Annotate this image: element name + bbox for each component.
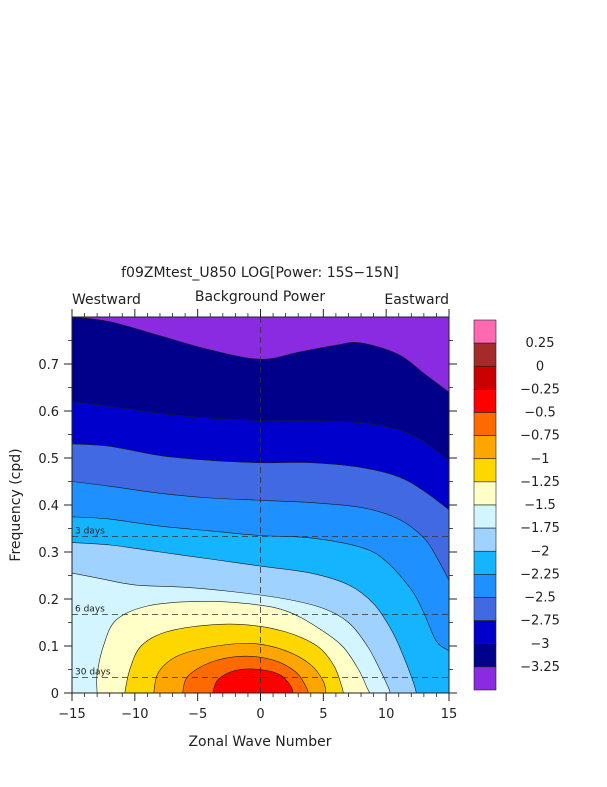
colorbar-label: 0.25	[526, 336, 555, 351]
colorbar-label: −2.75	[520, 614, 560, 629]
colorbar-label: −1	[530, 452, 549, 467]
colorbar-swatch	[473, 319, 497, 344]
contour-line	[182, 655, 309, 693]
x-tick-label: −10	[121, 707, 148, 722]
colorbar-label: −0.25	[520, 382, 560, 397]
contour-line	[72, 481, 449, 581]
contour-line	[124, 623, 344, 693]
y-tick-label: 0.4	[38, 499, 59, 514]
period-label: 3 days	[75, 526, 105, 536]
period-label: 30 days	[75, 667, 111, 677]
x-tick-label: 0	[256, 707, 264, 722]
contour-line	[72, 443, 449, 510]
colorbar-swatch	[473, 458, 497, 483]
chart-subtitle: Background Power	[195, 289, 326, 305]
reference-lines: 3 days 6 days 30 days	[72, 317, 449, 693]
colorbar-label: −2	[530, 544, 549, 559]
y-tick-label: 0.1	[38, 640, 59, 655]
y-tick-label: 0.7	[38, 358, 59, 373]
contour-fills	[72, 317, 449, 693]
contour-lines	[72, 317, 449, 693]
colorbar-label: −0.75	[520, 429, 560, 444]
x-tick-label: −15	[58, 707, 85, 722]
colorbar-label: −1.25	[520, 475, 560, 490]
y-tick-label: 0.6	[38, 405, 59, 420]
y-tick-label: 0.5	[38, 452, 59, 467]
colorbar-label: −1.5	[524, 498, 556, 513]
contour-line	[153, 643, 327, 693]
colorbar-swatch	[473, 365, 497, 390]
colorbar-swatch	[473, 597, 497, 621]
colorbar-swatch	[473, 527, 497, 552]
contour-line	[72, 542, 417, 693]
colorbar-label: −3.25	[520, 660, 560, 675]
colorbar-label: −2.25	[520, 567, 560, 582]
y-axis: 0 0.1 0.2 0.3 0.4 0.5 0.6 0.7	[38, 340, 457, 702]
colorbar-label: −0.5	[524, 406, 556, 421]
colorbar-swatch	[473, 643, 497, 668]
colorbar-swatch	[473, 574, 497, 598]
contour-line	[72, 516, 449, 651]
contour-line	[72, 401, 449, 461]
colorbar-swatch	[473, 412, 497, 436]
y-tick-label: 0.2	[38, 593, 59, 608]
colorbar-label: −2.5	[524, 591, 556, 606]
colorbar-swatch	[473, 666, 497, 691]
period-label: 6 days	[75, 605, 105, 615]
contour-line	[72, 572, 391, 693]
x-axis-label: Zonal Wave Number	[188, 734, 331, 750]
y-axis-label: Frequency (cpd)	[8, 448, 24, 561]
x-tick-label: 15	[441, 707, 458, 722]
colorbar-swatch	[473, 504, 497, 529]
colorbar-label: 0	[536, 359, 544, 374]
y-tick-label: 0	[51, 687, 59, 702]
colorbar-swatch	[473, 342, 497, 367]
colorbar-swatch	[473, 389, 497, 413]
eastward-label: Eastward	[384, 292, 449, 308]
colorbar-swatch	[473, 550, 497, 575]
x-tick-label: −5	[188, 707, 207, 722]
chart-title: f09ZMtest_U850 LOG[Power: 15S−15N]	[121, 265, 399, 281]
contour-line	[96, 601, 371, 693]
x-tick-label: 5	[319, 707, 327, 722]
y-tick-label: 0.3	[38, 546, 59, 561]
colorbar-swatch	[473, 620, 497, 645]
x-axis: −15 −10 −5 0 5 10 15	[58, 309, 457, 722]
colorbar-swatch	[473, 435, 497, 460]
x-tick-label: 10	[378, 707, 395, 722]
colorbar-swatch	[473, 481, 497, 506]
westward-label: Westward	[72, 292, 141, 308]
colorbar-label: −1.75	[520, 521, 560, 536]
contour-region	[212, 668, 294, 693]
contour-line	[72, 317, 449, 393]
colorbar: 0.25 0 −0.25 −0.5 −0.75 −1 −1.25 −1.5 −1.75 −2 −2.…	[473, 319, 560, 691]
colorbar-label: −3	[530, 637, 549, 652]
